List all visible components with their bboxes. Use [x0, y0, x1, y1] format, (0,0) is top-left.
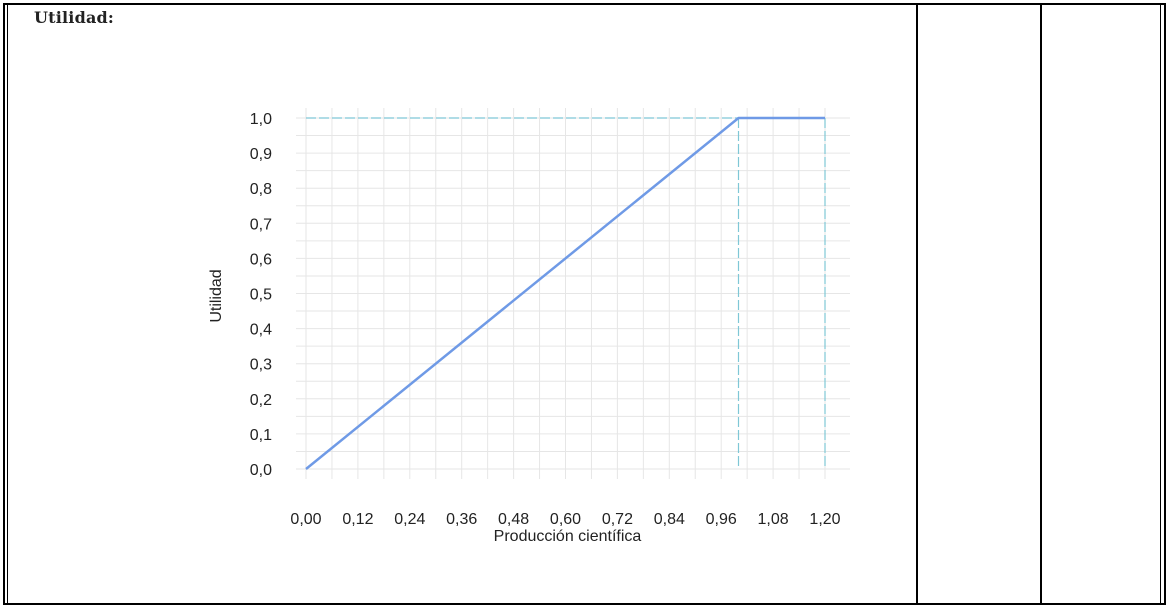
y-tick-label: 1,0: [250, 111, 272, 128]
x-tick-label: 0,60: [550, 511, 581, 528]
border-left-inner: [7, 3, 8, 604]
x-tick-label: 0,12: [342, 511, 373, 528]
border-right-inner: [1160, 3, 1161, 604]
y-tick-label: 0,7: [250, 216, 272, 233]
border-top: [3, 3, 1166, 5]
column-divider-1: [916, 3, 918, 604]
border-left-outer: [3, 3, 5, 604]
border-right-outer: [1164, 3, 1166, 604]
y-axis-title: Utilidad: [208, 269, 225, 322]
utility-chart: 0,0 0,1 0,2 0,3 0,4 0,5 0,6 0,7 0,8 0,9 1,0 0,00 0,1…: [208, 108, 850, 545]
y-tick-label: 0,1: [250, 427, 272, 444]
y-tick-label: 0,0: [250, 462, 272, 479]
x-tick-label: 0,96: [706, 511, 737, 528]
x-tick-label: 0,72: [602, 511, 633, 528]
column-divider-2: [1040, 3, 1042, 604]
x-tick-label: 0,24: [394, 511, 425, 528]
y-tick-label: 0,2: [250, 392, 272, 409]
y-tick-label: 0,9: [250, 146, 272, 163]
chart-container: 0,0 0,1 0,2 0,3 0,4 0,5 0,6 0,7 0,8 0,9 1,0 0,00 0,1…: [200, 96, 870, 566]
y-tick-label: 0,3: [250, 357, 272, 374]
border-bottom: [3, 603, 1166, 605]
x-tick-label: 0,00: [290, 511, 321, 528]
y-tick-label: 0,8: [250, 181, 272, 198]
x-tick-label: 1,08: [758, 511, 789, 528]
y-tick-label: 0,6: [250, 251, 272, 268]
x-axis-title: Producción científica: [494, 528, 642, 545]
x-tick-label: 0,48: [498, 511, 529, 528]
x-tick-label: 1,20: [809, 511, 840, 528]
series-line: [305, 116, 825, 470]
y-tick-label: 0,4: [250, 322, 272, 339]
cell-label: Utilidad:: [34, 8, 115, 27]
y-tick-label: 0,5: [250, 287, 272, 304]
x-tick-label: 0,84: [654, 511, 685, 528]
x-tick-label: 0,36: [446, 511, 477, 528]
